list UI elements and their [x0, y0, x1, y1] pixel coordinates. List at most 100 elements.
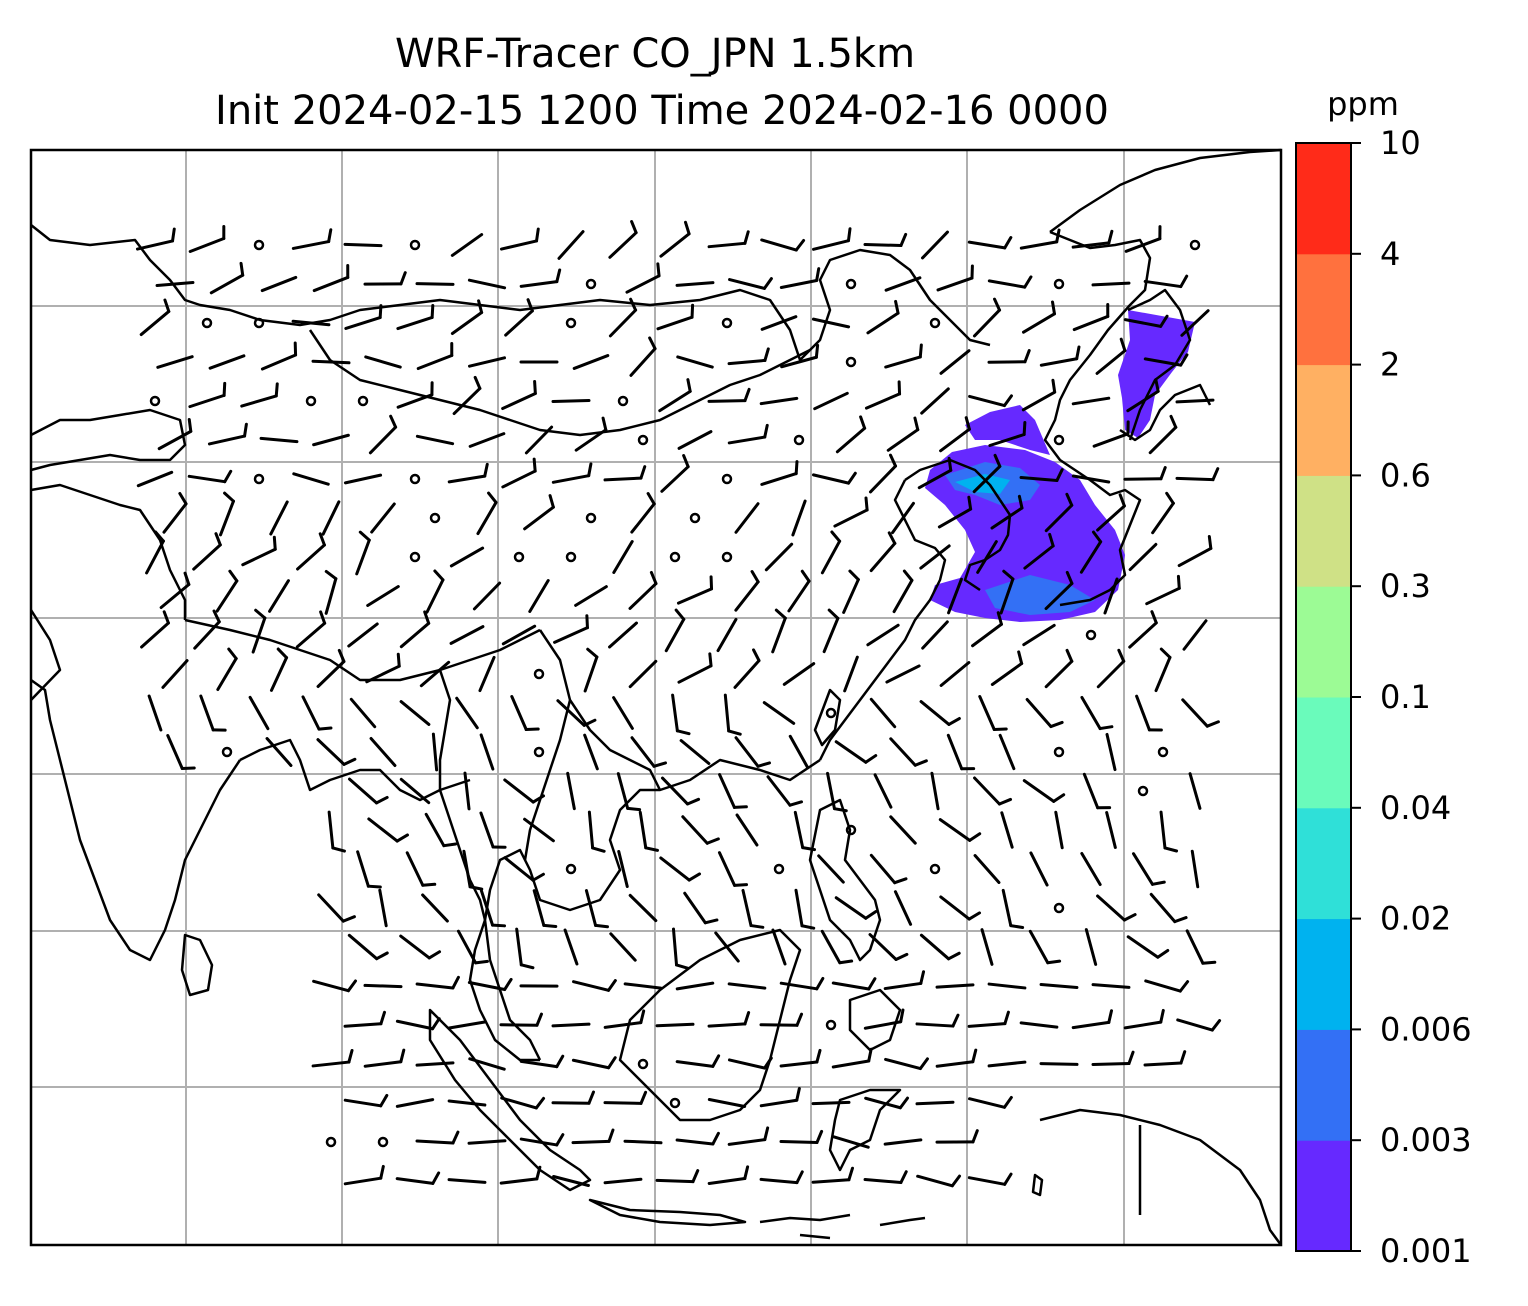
barb-staff: [574, 428, 608, 452]
wind-barb-132: [603, 465, 647, 482]
wind-barb-353: [1096, 894, 1137, 922]
wind-barb-229: [316, 648, 346, 689]
barb-staff: [683, 891, 707, 925]
barb-staff: [1044, 581, 1074, 611]
barb-flag: [347, 1048, 354, 1064]
wind-barb-349: [893, 890, 913, 926]
wind-barb-66: [364, 355, 402, 369]
barb-flag: [341, 915, 356, 923]
wind-barb-19: [1124, 225, 1162, 253]
wind-barb-393: [551, 1022, 591, 1028]
calm-circle: [1137, 785, 1149, 797]
barb-staff: [707, 1098, 747, 1108]
wind-barb-78: [987, 349, 1031, 364]
wind-barb-281: [889, 737, 928, 767]
barb-flag: [477, 299, 484, 314]
wind-barb-74: [780, 343, 820, 369]
coastline-himalaya: [184, 618, 541, 682]
barb-staff: [463, 771, 471, 811]
barb-staff: [771, 616, 787, 654]
barb-flag: [964, 416, 971, 431]
barb-staff: [316, 659, 346, 689]
barb-staff: [973, 776, 1001, 806]
barb-flag: [379, 1010, 387, 1026]
wind-barb-122: [1148, 414, 1178, 455]
wind-barb-206: [193, 609, 221, 650]
wind-barb-340: [421, 893, 449, 923]
barb-staff: [727, 435, 767, 445]
wind-barb-83: [188, 381, 227, 409]
wind-barb-290: [503, 778, 546, 804]
colorbar-segment-7: [1296, 364, 1351, 476]
wind-barb-18: [1071, 229, 1114, 249]
barb-flag: [587, 462, 593, 478]
wind-barb-136: [811, 471, 857, 485]
barb-flag: [171, 227, 176, 243]
wind-barb-280: [834, 740, 878, 764]
wind-barb-20: [1189, 239, 1201, 251]
barb-staff: [476, 500, 498, 536]
barb-staff: [467, 980, 507, 992]
wind-barb-357: [456, 929, 489, 965]
barb-staff: [421, 893, 449, 923]
wind-barb-65: [311, 359, 351, 365]
barb-staff: [1175, 476, 1215, 482]
wind-barbs: [135, 220, 1222, 1188]
wind-barb-118: [939, 416, 971, 453]
barb-staff: [660, 465, 690, 493]
colorbar-segment-0: [1296, 1140, 1351, 1252]
wind-barb-402: [1019, 1021, 1059, 1029]
wind-barb-333: [973, 854, 1001, 884]
wind-barb-196: [734, 570, 760, 612]
wind-barb-54: [811, 317, 851, 329]
wind-barb-242: [990, 650, 1024, 686]
barb-flag: [1159, 314, 1169, 328]
wind-barb-330: [817, 854, 845, 884]
wind-barb-295: [766, 775, 804, 807]
barb-staff: [617, 850, 629, 888]
wind-barb-157: [833, 496, 869, 528]
wind-barb-254: [556, 699, 597, 727]
barb-staff: [583, 655, 599, 693]
barb-staff: [978, 695, 996, 731]
calm-circle: [617, 395, 629, 407]
barb-flag: [1065, 648, 1074, 663]
calm-circle: [721, 317, 733, 329]
barb-staff: [868, 464, 898, 494]
wind-barb-386: [1039, 982, 1079, 990]
barb-staff: [415, 1139, 455, 1145]
wind-barb-383: [883, 970, 926, 991]
wind-barb-124: [187, 469, 233, 484]
wind-barb-97: [920, 387, 950, 415]
barb-staff: [779, 1060, 819, 1068]
barb-staff: [1080, 852, 1102, 886]
wind-barb-161: [1044, 492, 1074, 533]
barb-flag: [399, 1048, 406, 1064]
wind-barb-412: [637, 1058, 649, 1070]
wind-barb-181: [1023, 532, 1055, 570]
barb-staff: [1126, 389, 1160, 413]
barb-flag: [795, 1170, 804, 1185]
barb-staff: [1071, 396, 1111, 406]
barb-flag: [732, 805, 748, 809]
gridlines: [31, 150, 1281, 1245]
wind-barb-419: [987, 1060, 1027, 1068]
wind-barb-444: [727, 1126, 770, 1146]
wind-barb-35: [884, 276, 922, 292]
barb-staff: [159, 582, 191, 610]
wind-barb-451: [447, 1178, 487, 1184]
barb-staff: [921, 620, 949, 650]
wind-barb-203: [1103, 577, 1119, 615]
barb-staff: [886, 428, 920, 452]
barb-staff: [1082, 772, 1100, 810]
wind-barb-336: [1132, 852, 1166, 886]
wind-barb-361: [671, 927, 690, 970]
wind-barb-9: [608, 220, 638, 259]
barb-staff: [869, 853, 897, 885]
wind-barb-145: [219, 491, 235, 537]
barb-staff: [1132, 852, 1154, 886]
wind-barb-445: [779, 1129, 824, 1144]
barb-flag: [899, 232, 908, 247]
barb-staff: [312, 275, 350, 293]
coastline-china-inland: [30, 224, 991, 362]
